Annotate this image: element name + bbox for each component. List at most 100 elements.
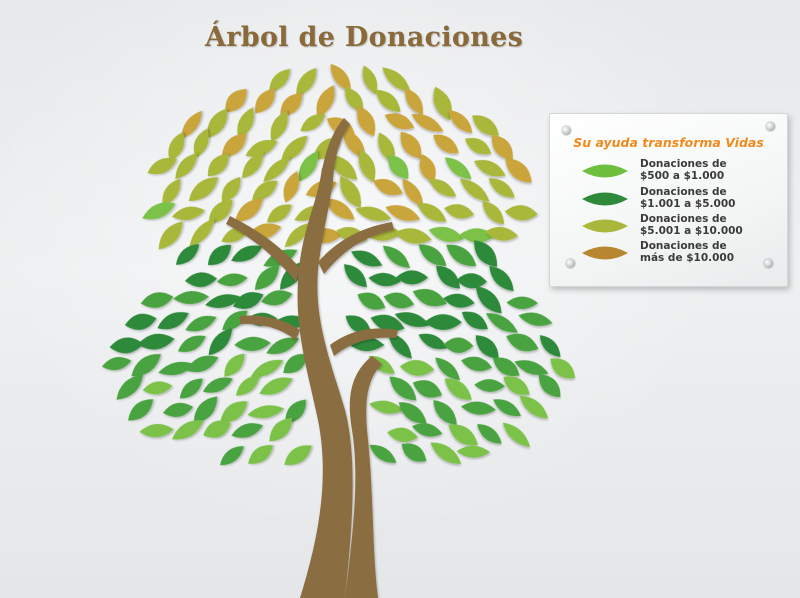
leaf-icon <box>344 87 364 112</box>
leaf-icon <box>179 378 203 399</box>
leaf-icon <box>459 178 490 202</box>
leaf-icon <box>168 132 185 162</box>
leaf-icon <box>128 399 154 421</box>
leaf-icon <box>222 310 248 331</box>
leaf-icon <box>220 446 244 466</box>
leaf-icon <box>185 315 217 332</box>
leaf-icon <box>175 244 200 265</box>
leaf-icon <box>342 128 366 159</box>
leaf-icon <box>514 360 549 376</box>
leaf-icon <box>188 177 219 202</box>
leaf-icon <box>475 335 499 359</box>
leaf-icon <box>203 420 231 438</box>
leaf-icon <box>387 427 419 443</box>
leaf-icon <box>417 203 447 222</box>
leaf-icon <box>208 328 233 356</box>
leaf-icon <box>444 204 475 219</box>
leaf-icon <box>220 401 248 423</box>
donation-legend-plaque: Su ayuda transforma Vidas Donaciones de … <box>549 113 788 287</box>
light-green-leaf-icon <box>582 164 628 178</box>
leaf-icon <box>444 378 472 400</box>
leaf-icon <box>412 288 447 307</box>
leaf-icon <box>430 442 462 464</box>
leaf-icon <box>456 273 488 289</box>
leaf-icon <box>475 286 502 314</box>
leaf-icon <box>394 228 432 244</box>
leaf-icon <box>250 359 284 377</box>
leaf-icon <box>491 134 513 160</box>
leaf-icon <box>300 113 326 132</box>
leaf-icon <box>456 445 491 458</box>
leaf-icon <box>506 296 538 310</box>
leaf-icon <box>448 424 478 446</box>
legend-item: Donaciones de $500 a $1.000 <box>580 158 780 185</box>
leaf-icon <box>280 93 303 117</box>
leaf-icon <box>482 200 505 225</box>
leaf-icon <box>398 402 427 424</box>
leaf-icon <box>460 401 496 415</box>
leaf-icon <box>207 108 228 139</box>
leaf-icon <box>428 226 464 243</box>
leaf-icon <box>484 226 519 241</box>
leaf-icon <box>412 380 443 398</box>
leaf-icon <box>316 85 335 118</box>
leaf-icon <box>504 205 538 221</box>
leaf-icon <box>461 356 493 372</box>
leaf-icon <box>443 293 475 308</box>
leaf-icon <box>473 159 506 177</box>
leaf-icon <box>235 375 260 396</box>
leaf-icon <box>362 65 378 95</box>
leaf-icon <box>518 312 553 326</box>
leaf-icon <box>355 206 392 221</box>
leaf-icon <box>193 128 209 159</box>
leaf-icon <box>281 135 308 162</box>
leaf-icon <box>488 178 515 198</box>
leaf-icon <box>269 68 290 92</box>
leaf-icon <box>388 154 409 180</box>
legend-label: Donaciones de más de $10.000 <box>640 240 735 264</box>
leaf-icon <box>266 337 300 354</box>
leaf-icon <box>202 377 233 393</box>
leaf-icon <box>369 444 397 463</box>
leaf-icon <box>395 270 429 285</box>
legend-label: Donaciones de $5.001 a $10.000 <box>640 213 743 237</box>
leaf-icon <box>139 423 174 438</box>
leaf-icon <box>269 417 293 442</box>
screw-icon <box>764 259 773 268</box>
leaf-icon <box>140 292 174 308</box>
tree-trunk <box>226 118 398 598</box>
leaf-icon <box>464 137 492 155</box>
leaf-icon <box>433 86 452 121</box>
leaf-icon <box>357 292 386 310</box>
leaf-icon <box>402 178 424 207</box>
leaf-icon <box>411 113 444 132</box>
leaf-icon <box>207 154 229 177</box>
leaf-icon <box>461 311 489 330</box>
leaf-icon <box>505 158 532 183</box>
leaf-icon <box>550 358 576 379</box>
screw-icon <box>562 126 571 135</box>
leaf-icon <box>175 153 198 179</box>
leaf-icon <box>418 333 448 350</box>
leaf-icon <box>328 155 358 180</box>
leaf-icon <box>283 171 300 203</box>
leaf-icon <box>383 292 415 309</box>
leaf-icon <box>157 312 189 330</box>
leaf-icon <box>177 335 206 353</box>
leaf-icon <box>296 67 316 97</box>
leaf-icon <box>538 374 561 398</box>
leaf-icon <box>401 443 427 462</box>
screw-icon <box>766 122 775 131</box>
leaf-icon <box>399 360 435 376</box>
olive-leaf-icon <box>582 219 628 233</box>
legend-item: Donaciones de más de $10.000 <box>580 240 780 267</box>
leaf-icon <box>428 178 457 197</box>
leaf-icon <box>171 206 205 221</box>
leaf-icon <box>242 152 264 179</box>
leaf-icon <box>162 178 181 207</box>
leaf-icon <box>254 265 280 290</box>
leaf-icon <box>231 245 263 262</box>
leaf-icon <box>493 399 522 417</box>
leaf-icon <box>382 245 411 268</box>
leaf-icon <box>405 88 424 116</box>
